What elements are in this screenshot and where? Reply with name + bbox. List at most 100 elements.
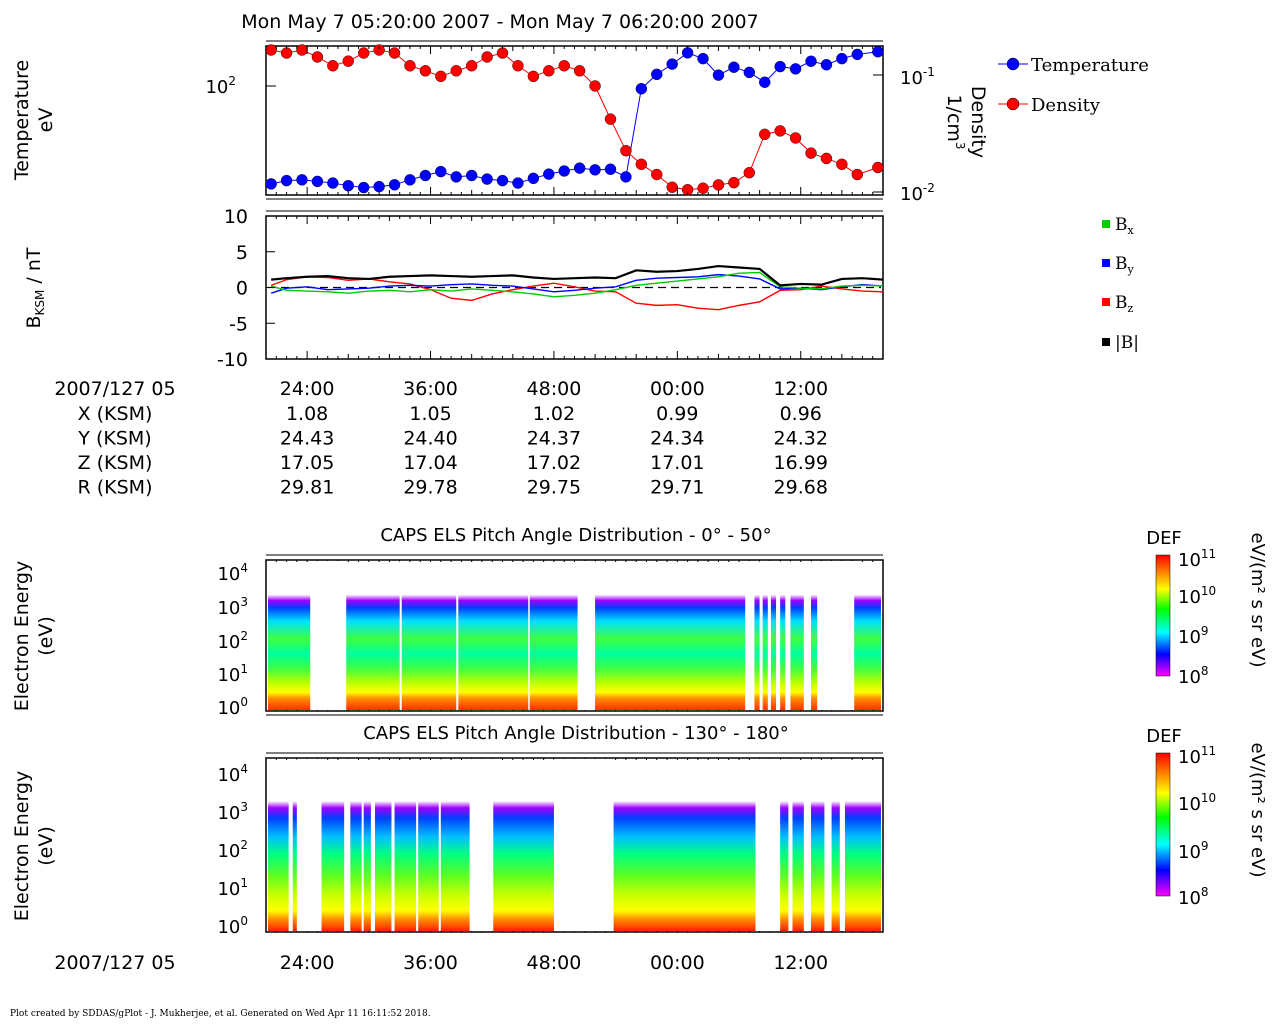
- density-point: [558, 60, 570, 72]
- date-label-bottom: 2007/127 05: [54, 952, 175, 974]
- temperature-tick-label: 102: [205, 74, 236, 98]
- els-130-180-data-gaps: [288, 759, 845, 931]
- by-line: [270, 273, 884, 294]
- els-0-50-panel: CAPS ELS Pitch Angle Distribution - 0° -…: [11, 525, 1268, 719]
- time-tick-label: 36:00: [403, 952, 458, 974]
- colorbar-tick-label: 1010: [1178, 791, 1216, 815]
- data-gap: [391, 759, 395, 931]
- ephemeris-value: 0.99: [656, 403, 698, 425]
- temperature-point: [327, 177, 339, 189]
- energy-tick-label: 103: [217, 800, 248, 824]
- ephemeris-value: 29.75: [527, 477, 581, 499]
- temperature-point: [465, 169, 478, 182]
- ephemeris-value: 17.01: [650, 452, 704, 474]
- time-tick-labels: 24:00 36:00 48:00 00:00 12:00: [280, 378, 828, 400]
- density-point: [697, 182, 709, 194]
- data-gap: [438, 759, 441, 931]
- temperature-point: [589, 164, 601, 176]
- density-axis: 10-1 10-2: [900, 65, 935, 205]
- bfield-tick-label: 10: [224, 206, 248, 228]
- colorbar-tick-label: 109: [1178, 624, 1209, 648]
- temperature-point: [604, 163, 617, 175]
- temperature-point: [311, 175, 324, 188]
- density-point: [743, 166, 756, 179]
- density-point: [573, 65, 586, 77]
- density-point: [450, 65, 462, 77]
- els-0-50-frame: [265, 559, 884, 712]
- temperature-point: [373, 180, 385, 193]
- colorbar-tick-label: 109: [1178, 839, 1209, 863]
- density-point: [589, 80, 601, 92]
- els-0-50-axis-label: Electron Energy: [11, 561, 33, 712]
- ephemeris-value: 16.99: [774, 452, 828, 474]
- density-axis-label: Density: [967, 86, 989, 158]
- colorbar-unit: eV/(m² s sr eV): [1247, 533, 1268, 668]
- temperature-point: [759, 76, 771, 88]
- footer-credit: Plot created by SDDAS/gPlot - J. Mukherj…: [10, 1009, 431, 1019]
- bfield-tick-label: -10: [217, 349, 248, 371]
- temperature-point: [743, 66, 756, 79]
- density-point: [820, 152, 833, 165]
- data-gap: [344, 759, 351, 931]
- data-gap: [824, 759, 832, 931]
- density-tick-label: 10-1: [900, 65, 935, 89]
- temperature-point: [774, 60, 786, 73]
- data-gap: [310, 561, 347, 710]
- bz-legend-label: Bz: [1115, 293, 1134, 315]
- ephemeris-label: Z (KSM): [78, 452, 153, 474]
- density-point: [651, 168, 663, 181]
- moments-panel: 102 10-1 10-2 Temperature eV Density 1/c…: [11, 40, 1149, 205]
- data-gap: [745, 561, 755, 710]
- ephemeris-table: 2007/127 05 X (KSM) 1.08 1.05 1.02 0.99 0.96 Y…: [54, 378, 828, 499]
- ephemeris-value: 0.96: [780, 403, 822, 425]
- els-130-180-frame: [265, 757, 884, 933]
- temperature-point: [728, 61, 740, 73]
- data-gap: [296, 759, 322, 931]
- density-point: [280, 47, 293, 59]
- data-gap: [817, 561, 855, 710]
- bfield-tick-label: 0: [236, 278, 248, 300]
- temperature-point: [512, 177, 524, 189]
- ephemeris-value: 29.81: [280, 477, 334, 499]
- density-point: [404, 60, 416, 72]
- ephemeris-value: 24.34: [650, 428, 704, 450]
- temperature-point: [404, 174, 416, 186]
- density-point: [789, 132, 802, 144]
- data-gap: [759, 561, 763, 710]
- page-title: Mon May 7 05:20:00 2007 - Mon May 7 06:2…: [241, 11, 758, 33]
- temperature-point: [635, 83, 648, 95]
- ephemeris-value: 1.02: [533, 403, 575, 425]
- data-gap: [776, 561, 781, 710]
- density-point: [419, 65, 432, 77]
- time-tick-label: 00:00: [650, 952, 705, 974]
- ephemeris-value: 24.37: [527, 428, 581, 450]
- density-point: [805, 147, 817, 159]
- temperature-legend-marker: [1006, 57, 1020, 71]
- temperature-point: [265, 178, 277, 190]
- temperature-point: [872, 46, 884, 58]
- colorbar-unit: eV/(m² s sr eV): [1247, 743, 1268, 878]
- density-point: [435, 70, 447, 83]
- time-tick-label: 12:00: [773, 378, 828, 400]
- density-point: [774, 125, 786, 137]
- density-legend-marker: [1006, 97, 1020, 111]
- temperature-line: [271, 51, 878, 189]
- temperature-point: [820, 59, 833, 71]
- date-label: 2007/127 05: [54, 378, 175, 400]
- temperature-point: [496, 174, 509, 187]
- time-tick-label: 48:00: [527, 952, 582, 974]
- temperature-point: [481, 173, 493, 185]
- bfield-tick-label: -5: [229, 313, 248, 335]
- btot-legend-label: |B|: [1115, 333, 1139, 353]
- els-0-50-axis-unit: (eV): [35, 616, 57, 656]
- time-tick-label: 00:00: [650, 378, 705, 400]
- energy-tick-label: 102: [217, 838, 248, 862]
- temperature-point: [836, 52, 848, 65]
- temperature-point: [388, 179, 401, 191]
- els-130-180-axis-unit: (eV): [35, 826, 57, 866]
- els-130-180-axis-label: Electron Energy: [11, 771, 33, 922]
- data-gap: [553, 759, 614, 931]
- ephemeris-value: 17.02: [527, 452, 581, 474]
- density-point: [620, 144, 632, 157]
- data-gap: [528, 561, 530, 710]
